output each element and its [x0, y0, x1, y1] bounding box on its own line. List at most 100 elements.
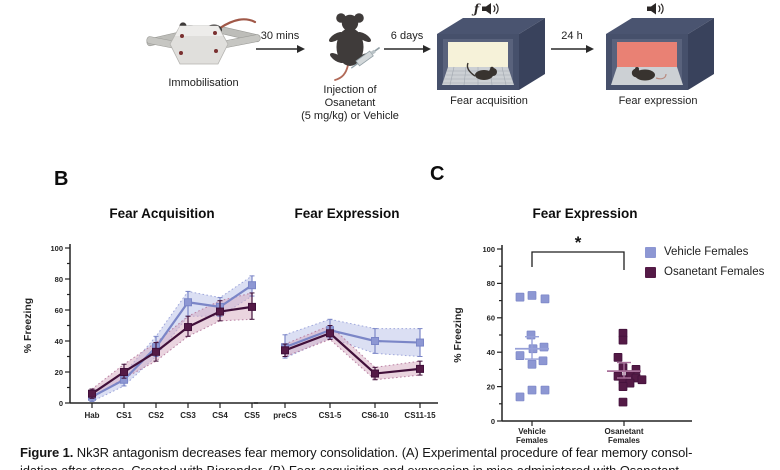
- arrow-24-h-label: 24 h: [561, 30, 583, 42]
- x-tick-label: Females: [608, 436, 641, 445]
- fear-acquisition-chart-title: Fear Acquisition: [109, 206, 215, 221]
- data-point: [184, 298, 192, 307]
- fear-acquisition-label: Fear acquisition: [450, 95, 528, 107]
- legend-item-osanetant: Osanetant Females: [645, 266, 764, 278]
- x-tick-label: Vehicle: [518, 427, 546, 436]
- data-point: [540, 385, 550, 395]
- y-tick-label: 80: [487, 279, 495, 288]
- x-tick-label: CS4: [212, 411, 228, 420]
- immobilisation-illustration: [146, 18, 261, 65]
- y-tick-label: 20: [55, 368, 63, 377]
- arrow-30-mins: 30 mins: [254, 30, 306, 55]
- y-tick-label: 20: [487, 382, 495, 391]
- y-tick-label: 80: [55, 275, 63, 284]
- mouse-tail: [218, 18, 257, 30]
- panel-label-c: C: [430, 163, 445, 185]
- chart-legend: Vehicle Females Osanetant Females: [645, 246, 764, 286]
- data-point: [515, 392, 525, 402]
- y-axis-label: % Freezing: [452, 307, 464, 362]
- caption-line-1: Figure 1. Nk3R antagonism decreases fear…: [20, 444, 764, 462]
- acquisition-sound-cue: ƒ: [428, 2, 550, 16]
- data-point: [613, 353, 623, 362]
- data-point: [248, 281, 256, 290]
- data-point: [248, 302, 256, 311]
- data-point: [637, 375, 647, 385]
- arrow-6-days: 6 days: [382, 30, 432, 55]
- fear-acquisition-chart: 0 20 40 60 80 100 % Freezing Hab CS1 CS2 CS3 CS4 CS5: [22, 244, 260, 420]
- y-tick-label: 40: [55, 337, 63, 346]
- tone-symbol: ƒ: [473, 2, 480, 16]
- mouse-body: [336, 28, 364, 66]
- x-tick-label: CS2: [148, 411, 164, 420]
- chamber-back-wall: [448, 42, 508, 67]
- y-tick-label: 60: [55, 306, 63, 315]
- error-band: [91, 292, 253, 400]
- fear-expression-label: Fear expression: [618, 95, 698, 107]
- immobilisation-label: Immobilisation: [168, 77, 239, 89]
- x-tick-label: CS11-15: [404, 411, 436, 420]
- arrow-24-h: 24 h: [549, 30, 595, 55]
- x-tick-label: CS6-10: [361, 411, 389, 420]
- data-point: [120, 368, 128, 376]
- data-point: [526, 330, 536, 340]
- expression-chamber-illustration: [606, 18, 714, 90]
- mouse-head: [341, 14, 359, 32]
- figure-caption: Figure 1. Nk3R antagonism decreases fear…: [20, 444, 764, 470]
- legend-label-vehicle: Vehicle Females: [664, 246, 749, 258]
- data-point: [539, 342, 549, 352]
- fear-expression-b-chart-title: Fear Expression: [294, 206, 400, 221]
- data-point: [326, 329, 334, 338]
- legend-item-vehicle: Vehicle Females: [645, 246, 764, 258]
- data-point: [515, 351, 525, 360]
- series-line: [284, 329, 421, 349]
- series-line: [284, 332, 421, 375]
- arrow-6-days-label: 6 days: [390, 30, 424, 42]
- data-point: [416, 364, 424, 373]
- y-tick-label: 0: [59, 399, 63, 408]
- mouse-icon: [631, 67, 667, 81]
- x-tick-label: preCS: [273, 411, 297, 420]
- x-tick-label: Hab: [84, 411, 99, 420]
- legend-label-osanetant: Osanetant Females: [664, 266, 765, 278]
- data-point: [216, 307, 224, 316]
- y-tick-label: 100: [482, 245, 495, 254]
- arrow-icon: [256, 45, 305, 53]
- fear-expression-step: Fear expression: [597, 2, 719, 108]
- data-point: [152, 347, 160, 356]
- injection-label-line1: Injection of Osanetant: [323, 84, 377, 109]
- x-tick-label: CS5: [244, 411, 260, 420]
- x-tick-label: CS1: [116, 411, 132, 420]
- fear-expression-scatter-title: Fear Expression: [532, 206, 638, 221]
- mouse-icon: [466, 62, 497, 80]
- data-point: [527, 291, 537, 300]
- data-point: [416, 338, 424, 347]
- injection-mouse-illustration: [329, 13, 381, 81]
- series-line: [91, 305, 253, 395]
- data-point: [538, 356, 548, 366]
- injection-label-line2: (5 mg/kg) or Vehicle: [301, 110, 399, 122]
- fear-acquisition-step: ƒ: [428, 2, 550, 108]
- arrow-icon: [551, 45, 594, 53]
- mouse-tail: [334, 64, 349, 81]
- x-tick-label: Osanetant: [604, 427, 643, 436]
- data-point: [515, 292, 525, 302]
- speaker-icon: [647, 3, 664, 15]
- x-tick-label: CS1-5: [319, 411, 342, 420]
- fear-expression-line-chart: preCS CS1-5 CS6-10 CS11-15: [254, 318, 438, 420]
- data-point: [527, 359, 537, 369]
- y-tick-label: 60: [487, 314, 495, 323]
- syringe-icon: [350, 46, 381, 69]
- error-band: [284, 318, 421, 359]
- immobilisation-step: Immobilisation: [146, 12, 261, 90]
- data-point: [527, 385, 537, 395]
- y-tick-label: 0: [491, 417, 495, 426]
- caption-line-2: idation after stress. Created with Biore…: [20, 462, 764, 470]
- data-point: [618, 382, 628, 391]
- significance-bracket: [531, 251, 625, 270]
- y-tick-label: 100: [50, 244, 63, 253]
- vehicle-swatch-icon: [645, 246, 656, 258]
- chamber-back-wall: [617, 42, 677, 67]
- data-point: [540, 294, 550, 304]
